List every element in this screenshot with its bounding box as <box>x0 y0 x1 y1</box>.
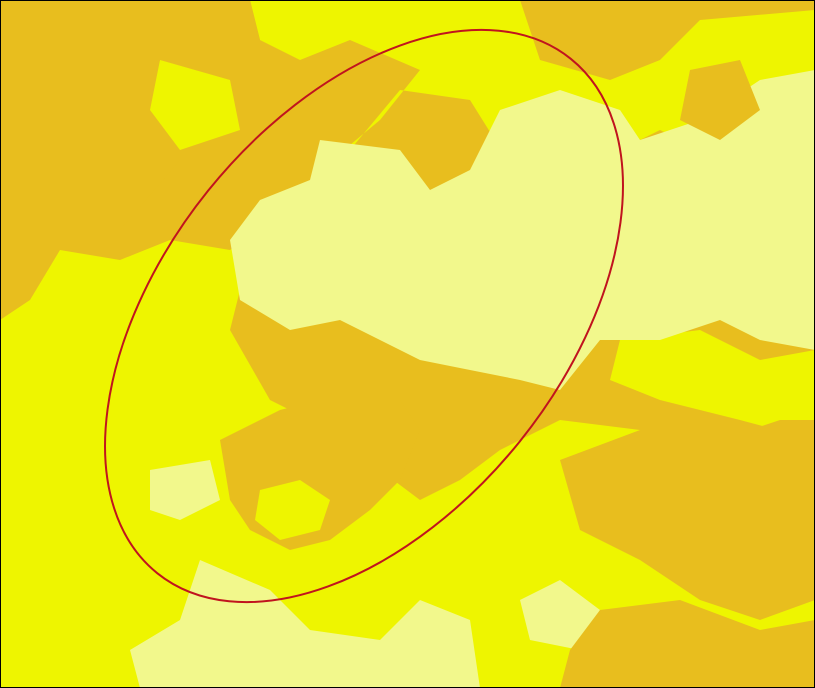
pale-zone <box>520 580 600 650</box>
pale-zone <box>150 460 220 520</box>
yellow-zone <box>610 330 815 440</box>
highlight-ellipse <box>104 28 624 604</box>
pale-zone <box>130 560 480 688</box>
gold-zone <box>680 60 760 140</box>
pale-zone <box>230 70 815 390</box>
pale-yellow-zones <box>130 70 815 688</box>
gold-zone <box>560 600 815 688</box>
yellow-zone <box>150 60 240 150</box>
yellow-patch <box>255 480 330 540</box>
bright-yellow-patches <box>255 480 330 540</box>
gold-zone <box>560 420 815 620</box>
gold-zone <box>0 0 260 250</box>
